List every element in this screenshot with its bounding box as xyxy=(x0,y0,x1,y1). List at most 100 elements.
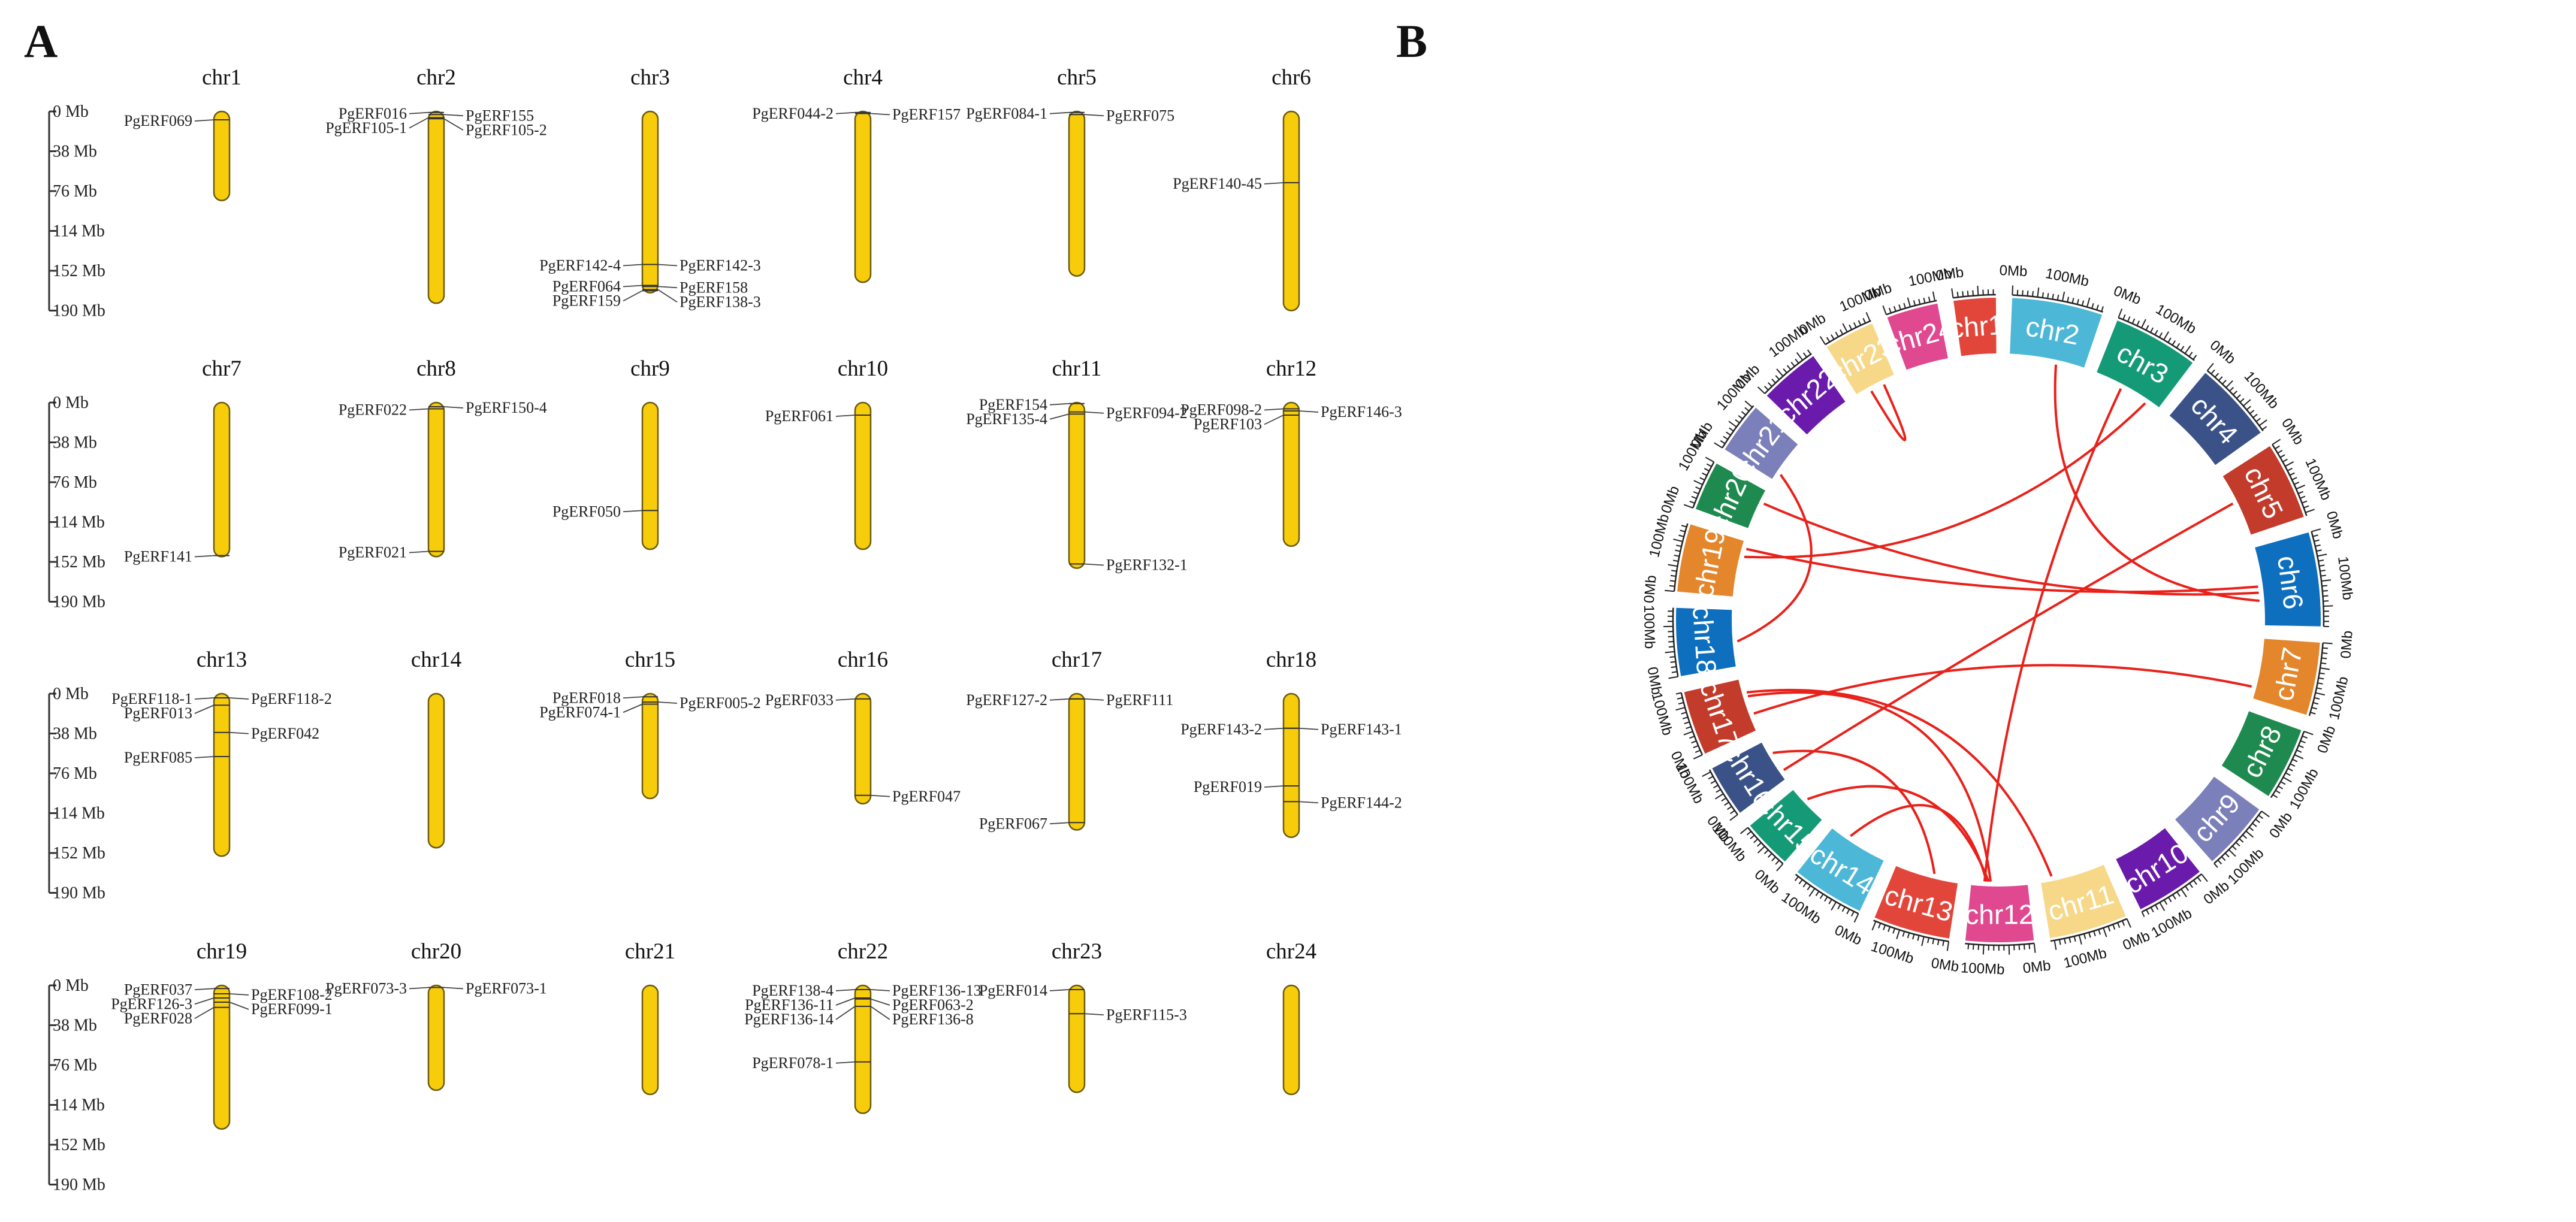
synteny-links xyxy=(1737,364,2260,882)
chromosome-chr23: chr23 PgERF014 PgERF115-3 xyxy=(979,939,1187,1093)
tick-mark xyxy=(2296,484,2306,490)
tick-label: 0Mb xyxy=(1641,574,1660,604)
tick-mark xyxy=(2317,553,2327,557)
tick-mark xyxy=(2018,944,2021,950)
gene-leader-line xyxy=(1298,727,1319,730)
ideogram-chr6: chr6 0Mb 100Mb xyxy=(2255,509,2356,627)
tick-mark xyxy=(1946,941,1950,951)
ideogram-block xyxy=(2222,446,2304,535)
tick-mark xyxy=(2122,314,2126,320)
gene-leader-line xyxy=(1049,698,1070,701)
gene-marker: PgERF033 xyxy=(765,691,871,709)
synteny-link xyxy=(1783,502,2234,772)
chromosome-chr10: chr10 PgERF061 xyxy=(765,356,888,550)
chromosome-title: chr10 xyxy=(838,356,888,381)
tick-mark xyxy=(1903,303,1906,308)
gene-leader-line xyxy=(409,550,429,553)
chromosome-chr17: chr17 PgERF127-2 PgERF067 PgERF111 xyxy=(966,648,1173,832)
scale-tick-label: 38 Mb xyxy=(53,143,97,161)
gene-label: PgERF118-1 xyxy=(111,690,192,707)
tick-mark xyxy=(1907,297,1911,307)
tick-mark xyxy=(1894,306,1896,312)
tick-mark xyxy=(1795,358,1799,364)
tick-mark xyxy=(1846,909,1850,915)
tick-mark xyxy=(1689,736,1695,739)
tick-arc xyxy=(1886,300,1937,316)
gene-marker: PgERF094-2 xyxy=(1069,404,1188,422)
tick-mark xyxy=(2185,885,2190,891)
tick-mark xyxy=(2184,345,2191,354)
tick-mark xyxy=(2318,677,2324,680)
tick-arc xyxy=(2311,531,2325,627)
tick-mark xyxy=(2141,319,2146,328)
chromosome-bar xyxy=(1282,984,1300,1096)
gene-marker: PgERF103 xyxy=(1194,415,1299,433)
tick-arc xyxy=(1722,405,1754,449)
gene-label: PgERF005-2 xyxy=(680,694,761,712)
tick-mark xyxy=(1710,780,1716,784)
tick-mark xyxy=(2323,595,2329,597)
tick-mark xyxy=(2127,316,2131,322)
tick-mark xyxy=(1849,324,1853,330)
gene-marker: PgERF013 xyxy=(124,704,229,722)
gene-leader-line xyxy=(409,117,429,129)
tick-mark xyxy=(1702,472,1708,476)
tick-mark xyxy=(2167,337,2172,343)
tick-mark xyxy=(2291,477,2297,480)
tick-label: 100Mb xyxy=(2044,265,2090,290)
tick-mark xyxy=(1815,891,1820,896)
tick-mark xyxy=(2131,318,2136,324)
gene-marker: PgERF021 xyxy=(339,544,444,561)
tick-mark xyxy=(1678,534,1684,537)
tick-mark xyxy=(2064,938,2066,944)
gene-leader-line xyxy=(1264,727,1284,730)
tick-mark xyxy=(1728,421,1737,428)
scale-tick-label: 190 Mb xyxy=(53,1176,105,1194)
gene-leader-line xyxy=(835,111,856,114)
tick-mark xyxy=(1726,431,1731,436)
tick-mark xyxy=(1763,849,1769,854)
gene-label: PgERF064 xyxy=(552,278,621,295)
tick-mark xyxy=(1775,860,1780,865)
chromosome-title: chr11 xyxy=(1052,356,1102,381)
tick-mark xyxy=(2236,394,2241,399)
tick-mark xyxy=(1917,935,1920,941)
tick-mark xyxy=(1771,856,1776,861)
tick-mark xyxy=(1918,298,1921,305)
tick-mark xyxy=(2285,461,2294,467)
tick-mark xyxy=(1798,879,1803,885)
tick-mark xyxy=(1675,692,1681,695)
gene-label: PgERF159 xyxy=(552,292,621,310)
tick-mark xyxy=(2068,937,2071,943)
tick-label: 100Mb xyxy=(1869,938,1916,967)
tick-ring: 0Mb 100Mb xyxy=(1862,265,1953,316)
tick-mark xyxy=(1716,789,1722,793)
tick-mark xyxy=(2052,294,2054,300)
gene-label: PgERF141 xyxy=(124,548,192,565)
tick-mark xyxy=(2275,790,2281,794)
synteny-link xyxy=(1746,688,2053,877)
tick-mark xyxy=(1704,468,1710,472)
tick-mark xyxy=(1744,400,1753,408)
tick-mark xyxy=(1802,882,1807,888)
tick-mark xyxy=(1744,407,1750,412)
scale-tick-label: 190 Mb xyxy=(53,593,105,612)
tick-mark xyxy=(1753,838,1759,843)
tick-mark xyxy=(2062,291,2065,301)
tick-mark xyxy=(1684,721,1690,725)
synteny-link xyxy=(1870,384,1907,441)
tick-mark xyxy=(2121,920,2125,926)
synteny-link xyxy=(1763,502,2259,596)
gene-marker: PgERF084-1 xyxy=(966,105,1085,122)
tick-mark xyxy=(2302,500,2308,504)
tick-mark xyxy=(1740,827,1748,834)
gene-leader-line xyxy=(443,987,464,990)
tick-mark xyxy=(2158,332,2163,338)
tick-mark xyxy=(2073,936,2076,942)
scale-tick-label: 38 Mb xyxy=(53,1017,97,1035)
tick-mark xyxy=(2317,682,2323,685)
